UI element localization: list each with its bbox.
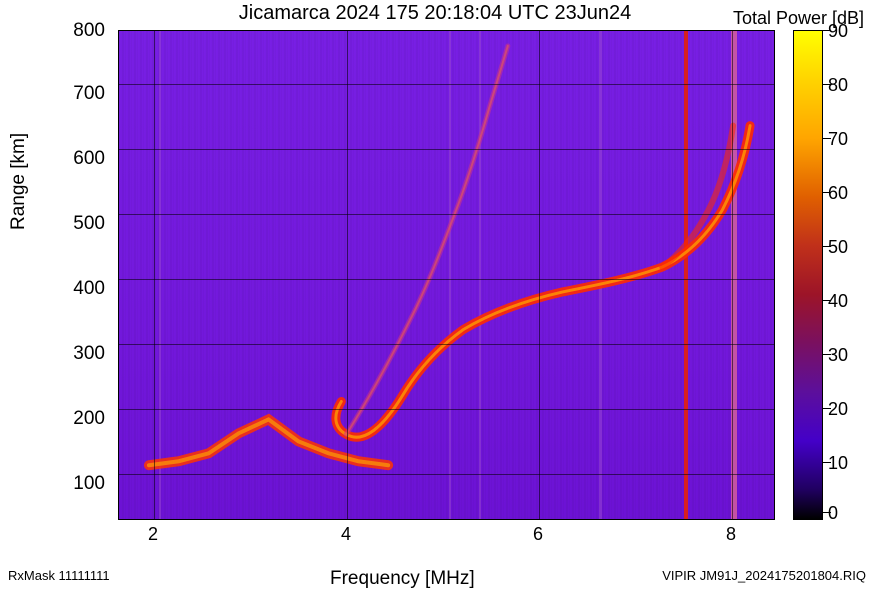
footer-rxmask: RxMask 11111111 (8, 568, 110, 583)
colorbar-label-10: 10 (828, 453, 848, 474)
gridline-y-600 (119, 149, 774, 150)
plot-title: Jicamarca 2024 175 20:18:04 UTC 23Jun24 (210, 2, 660, 25)
colorbar-label-50: 50 (828, 237, 848, 258)
colorbar-label-70: 70 (828, 129, 848, 150)
gridline-x-6 (539, 31, 540, 519)
colorbar-label-20: 20 (828, 399, 848, 420)
y-tick-300: 300 (30, 343, 105, 365)
y-axis-label: Range [km] (8, 133, 30, 230)
gridline-y-400 (119, 279, 774, 280)
ionogram-heatmap[interactable] (118, 30, 775, 520)
y-tick-400: 400 (30, 278, 105, 300)
y-tick-700: 700 (30, 83, 105, 105)
x-tick-2: 2 (128, 524, 178, 545)
y-tick-600: 600 (30, 148, 105, 170)
colorbar-label-60: 60 (828, 183, 848, 204)
y-tick-800: 800 (30, 20, 105, 42)
colorbar-label-80: 80 (828, 75, 848, 96)
colorbar-label-0: 0 (828, 503, 838, 524)
y-tick-500: 500 (30, 213, 105, 235)
x-axis-label: Frequency [MHz] (330, 568, 475, 590)
colorbar-label-40: 40 (828, 291, 848, 312)
gridline-y-100 (119, 474, 774, 475)
x-tick-8: 8 (706, 524, 756, 545)
x-tick-4: 4 (321, 524, 371, 545)
colorbar[interactable] (793, 30, 823, 520)
gridline-x-8 (732, 31, 733, 519)
gridline-x-4 (347, 31, 348, 519)
gridline-y-700 (119, 84, 774, 85)
y-tick-200: 200 (30, 408, 105, 430)
ionogram-trace-svg (119, 31, 774, 519)
y-tick-100: 100 (30, 473, 105, 495)
colorbar-label-30: 30 (828, 345, 848, 366)
footer-filename: VIPIR JM91J_2024175201804.RIQ (662, 568, 866, 583)
gridline-y-300 (119, 344, 774, 345)
ionogram-window: Jicamarca 2024 175 20:18:04 UTC 23Jun24 … (0, 0, 874, 595)
colorbar-label-90: 90 (828, 21, 848, 42)
gridline-y-500 (119, 214, 774, 215)
x-tick-6: 6 (513, 524, 563, 545)
gridline-x-2 (154, 31, 155, 519)
gridline-y-200 (119, 409, 774, 410)
